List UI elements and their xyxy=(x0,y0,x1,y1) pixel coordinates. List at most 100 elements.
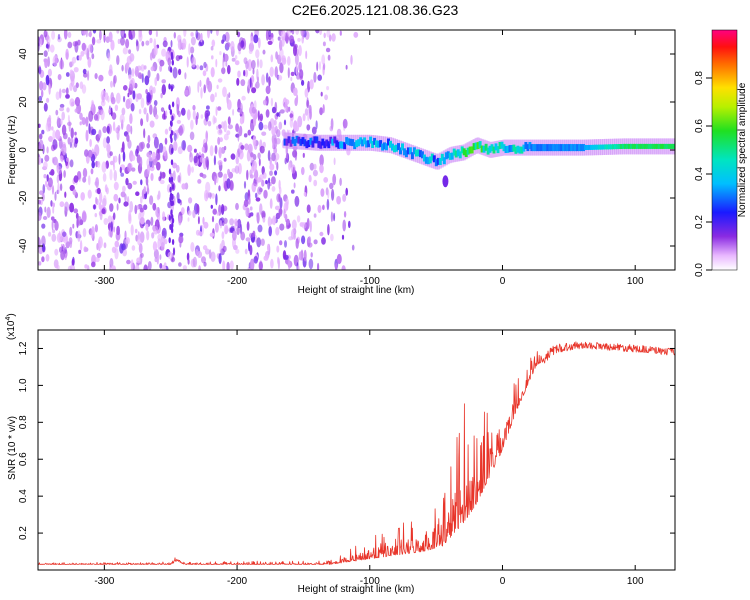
noise-blob xyxy=(136,257,141,264)
noise-blob xyxy=(288,259,291,270)
noise-blob xyxy=(313,71,317,83)
signal-cell xyxy=(484,143,488,151)
noise-blob xyxy=(258,158,261,167)
noise-blob xyxy=(178,125,183,136)
noise-blob xyxy=(170,176,174,183)
signal-cell xyxy=(454,150,458,158)
noise-blob xyxy=(313,179,318,187)
noise-blob xyxy=(225,61,228,67)
noise-blob xyxy=(271,186,276,192)
noise-blob xyxy=(139,207,144,213)
noise-blob xyxy=(59,183,63,191)
signal-cell xyxy=(582,144,586,152)
noise-blob xyxy=(51,233,57,242)
noise-blob xyxy=(209,145,214,157)
noise-blob xyxy=(217,171,223,178)
noise-blob xyxy=(56,174,60,184)
signal-cell xyxy=(383,142,386,150)
noise-blob xyxy=(147,187,150,195)
noise-blob xyxy=(126,134,130,143)
noise-blob xyxy=(152,86,156,94)
noise-blob xyxy=(172,247,176,256)
noise-blob xyxy=(52,229,56,234)
signal-cell xyxy=(657,143,661,149)
noise-blob xyxy=(94,73,98,80)
noise-blob xyxy=(181,140,187,151)
noise-blob xyxy=(319,107,323,116)
noise-blob xyxy=(187,144,193,153)
noise-blob xyxy=(74,108,79,113)
noise-blob xyxy=(82,167,88,178)
noise-blob xyxy=(215,58,218,68)
signal-cell xyxy=(337,141,341,149)
noise-blob xyxy=(130,102,135,112)
noise-blob xyxy=(215,106,218,117)
noise-blob xyxy=(246,150,251,162)
colorbar-tick-label: 0.6 xyxy=(694,119,705,133)
noise-blob xyxy=(269,198,273,209)
signal-cell xyxy=(327,141,331,149)
noise-blob xyxy=(149,120,155,128)
signal-cell xyxy=(538,144,542,152)
noise-blob xyxy=(311,126,317,135)
noise-blob xyxy=(237,42,242,52)
signal-cell xyxy=(478,141,482,149)
signal-cell xyxy=(303,139,307,147)
noise-blob xyxy=(82,68,87,75)
noise-blob xyxy=(279,223,285,231)
noise-blob xyxy=(202,216,205,225)
signal-cell xyxy=(287,136,291,144)
noise-blob xyxy=(191,166,194,173)
signal-cell xyxy=(623,143,627,149)
noise-blob xyxy=(63,30,68,40)
noise-blob xyxy=(126,259,131,265)
signal-cell xyxy=(353,142,357,150)
noise-blob xyxy=(327,189,330,199)
noise-blob xyxy=(210,251,216,263)
noise-blob xyxy=(102,172,107,182)
noise-blob xyxy=(131,30,136,39)
noise-blob xyxy=(307,236,312,244)
signal-cell xyxy=(321,138,325,146)
noise-blob xyxy=(61,88,67,94)
noise-blob xyxy=(259,59,263,69)
signal-cell xyxy=(649,143,653,149)
signal-cell xyxy=(452,148,456,156)
noise-blob xyxy=(98,105,103,110)
noise-blob xyxy=(219,219,223,229)
signal-cell xyxy=(317,140,321,148)
noise-blob xyxy=(214,222,219,233)
noise-blob xyxy=(155,207,161,218)
noise-blob xyxy=(153,226,159,235)
noise-blob xyxy=(122,151,126,162)
noise-blob xyxy=(98,129,102,139)
noise-blob xyxy=(187,210,192,216)
noise-blob xyxy=(339,177,342,186)
noise-blob xyxy=(38,133,43,140)
noise-blob xyxy=(325,47,331,53)
signal-cell xyxy=(402,148,406,156)
noise-blob xyxy=(113,193,119,202)
signal-cell xyxy=(641,143,645,149)
noise-blob xyxy=(323,32,326,39)
signal-cell xyxy=(426,157,430,165)
noise-blob xyxy=(146,112,149,123)
signal-cell xyxy=(458,151,462,159)
noise-blob xyxy=(109,258,114,268)
noise-blob xyxy=(283,208,286,219)
noise-blob xyxy=(253,34,259,44)
noise-blob xyxy=(240,231,246,241)
signal-cell xyxy=(311,140,315,148)
signal-cell xyxy=(430,153,434,161)
noise-blob xyxy=(243,69,246,77)
signal-cell xyxy=(522,144,526,152)
noise-blob xyxy=(100,99,106,107)
signal-cell xyxy=(355,140,359,148)
noise-blob xyxy=(322,104,325,114)
noise-blob xyxy=(202,245,208,251)
noise-blob xyxy=(217,136,221,145)
noise-blob xyxy=(159,64,163,72)
noise-blob xyxy=(247,129,252,136)
noise-blob xyxy=(248,197,251,205)
noise-blob xyxy=(153,45,158,56)
